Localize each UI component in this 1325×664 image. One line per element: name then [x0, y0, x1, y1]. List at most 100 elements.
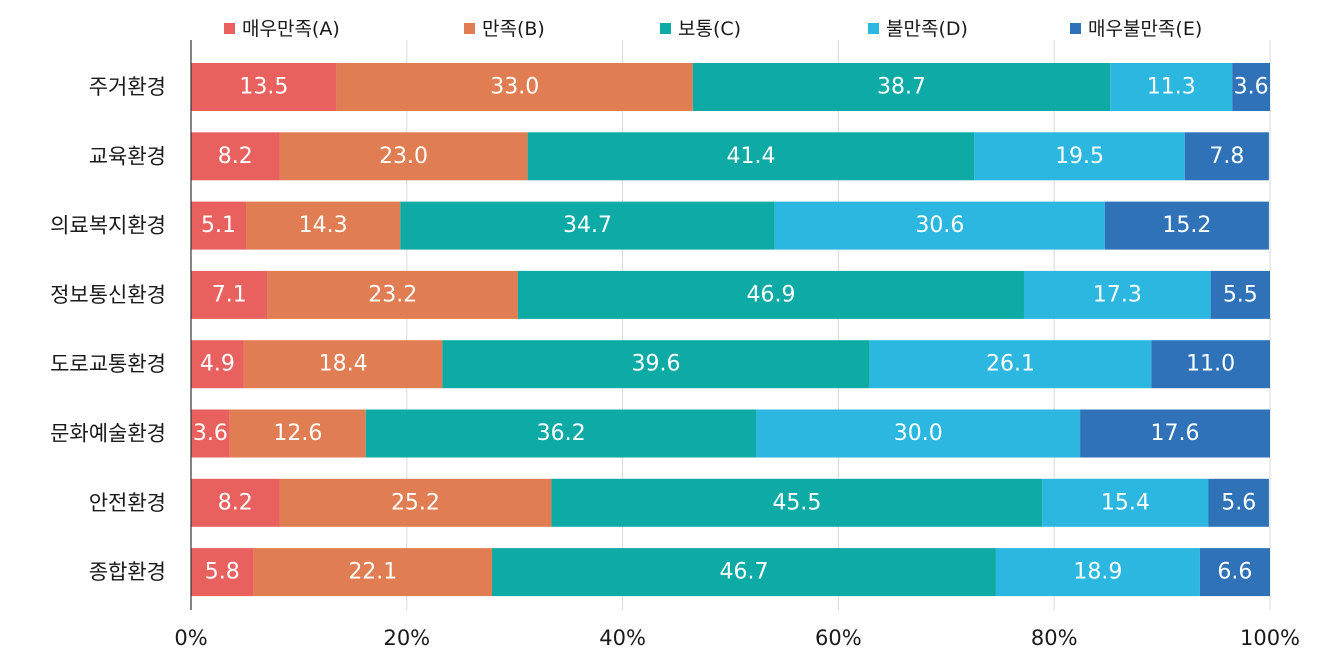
data-label: 38.7 [877, 75, 926, 100]
data-label: 41.4 [727, 144, 776, 169]
bar-segment [267, 270, 518, 319]
legend-label: 매우불만족(E) [1088, 18, 1202, 40]
bar-segment [191, 201, 247, 250]
data-label: 18.4 [319, 352, 368, 377]
bar-segment [400, 201, 775, 250]
data-label: 45.5 [772, 490, 821, 515]
x-tick-label: 20% [383, 626, 430, 650]
x-axis-ticks: 0% 20% 40% 60% 80% 100% [174, 626, 1300, 650]
bar-segment [279, 132, 528, 181]
data-label: 13.5 [239, 75, 288, 100]
data-label: 12.6 [273, 421, 322, 446]
bar-segment [756, 409, 1081, 458]
bar-segment [869, 340, 1152, 389]
bar-segment [692, 63, 1111, 111]
bar-segment [551, 478, 1043, 527]
bar-segment [279, 478, 552, 527]
bar-segment [191, 340, 244, 389]
data-label: 36.2 [537, 421, 586, 446]
category-label: 안전환경 [89, 491, 166, 515]
legend-item: 만족(B) [464, 18, 545, 40]
bar-segment [1110, 63, 1233, 111]
data-label: 4.9 [200, 352, 235, 377]
legend-swatch [660, 23, 671, 34]
bar-segment [1151, 340, 1270, 389]
bar-segment [243, 340, 443, 389]
bar-segment [191, 548, 254, 597]
bar-segment [365, 409, 757, 458]
data-label: 18.9 [1073, 560, 1122, 585]
bar-segment [191, 63, 337, 111]
category-label: 정보통신환경 [50, 283, 166, 307]
bar-segment [1232, 63, 1270, 111]
bar-segment [191, 478, 280, 527]
data-label: 11.0 [1186, 352, 1235, 377]
bar-segment [246, 201, 401, 250]
bar-segment [336, 63, 693, 111]
legend-label: 보통(C) [678, 18, 741, 40]
category-label: 의료복지환경 [50, 214, 166, 238]
legend-swatch [1070, 23, 1081, 34]
data-label: 3.6 [193, 421, 228, 446]
bar-segment [1199, 548, 1270, 597]
legend-label: 불만족(D) [886, 18, 968, 40]
bar-segment [229, 409, 366, 458]
data-label: 8.2 [218, 144, 253, 169]
data-label: 3.6 [1234, 75, 1269, 100]
legend-item: 보통(C) [660, 18, 741, 40]
x-tick-label: 100% [1240, 626, 1300, 650]
data-label: 17.3 [1093, 282, 1142, 307]
bar-segment [527, 132, 975, 181]
bar-segment [191, 270, 268, 319]
category-label: 교육환경 [89, 144, 166, 168]
data-label: 15.2 [1162, 213, 1211, 238]
data-label: 7.1 [212, 282, 247, 307]
legend-swatch [868, 23, 879, 34]
category-label: 종합환경 [89, 560, 166, 584]
x-tick-label: 0% [174, 626, 207, 650]
bar-segment [191, 132, 280, 181]
x-tick-label: 40% [599, 626, 646, 650]
bar-segment [995, 548, 1200, 597]
data-label: 7.8 [1209, 144, 1244, 169]
category-label: 주거환경 [89, 75, 166, 99]
bar-segment [517, 270, 1024, 319]
legend-label: 만족(B) [482, 18, 545, 40]
category-label: 문화예술환경 [50, 422, 166, 446]
data-label: 25.2 [391, 490, 440, 515]
legend-item: 매우만족(A) [224, 18, 340, 40]
bar-segment [442, 340, 870, 389]
legend: 매우만족(A) 만족(B) 보통(C) 불만족(D) 매우불만족(E) [224, 18, 1202, 40]
bar-segment [1042, 478, 1209, 527]
data-label: 34.7 [563, 213, 612, 238]
data-label: 5.1 [201, 213, 236, 238]
data-label: 15.4 [1101, 490, 1150, 515]
data-label: 46.7 [719, 560, 768, 585]
data-label: 23.0 [379, 144, 428, 169]
data-label: 11.3 [1147, 75, 1196, 100]
x-tick-label: 60% [815, 626, 862, 650]
data-label: 33.0 [490, 75, 539, 100]
bar-segment [1210, 270, 1270, 319]
category-label: 도로교통환경 [50, 352, 166, 376]
legend-swatch [224, 23, 235, 34]
data-label: 22.1 [348, 560, 397, 585]
bar-segment [1023, 270, 1211, 319]
data-label: 19.5 [1055, 144, 1104, 169]
x-tick-label: 80% [1031, 626, 1078, 650]
legend-item: 불만족(D) [868, 18, 968, 40]
bar-segment [492, 548, 996, 597]
data-label: 17.6 [1151, 421, 1200, 446]
data-label: 23.2 [368, 282, 417, 307]
data-label: 5.6 [1221, 490, 1256, 515]
legend-swatch [464, 23, 475, 34]
legend-item: 매우불만족(E) [1070, 18, 1202, 40]
data-label: 8.2 [218, 490, 253, 515]
data-label: 5.5 [1223, 282, 1258, 307]
data-label: 14.3 [299, 213, 348, 238]
data-label: 5.8 [205, 560, 240, 585]
bar-segment [974, 132, 1185, 181]
bar-segment [253, 548, 493, 597]
